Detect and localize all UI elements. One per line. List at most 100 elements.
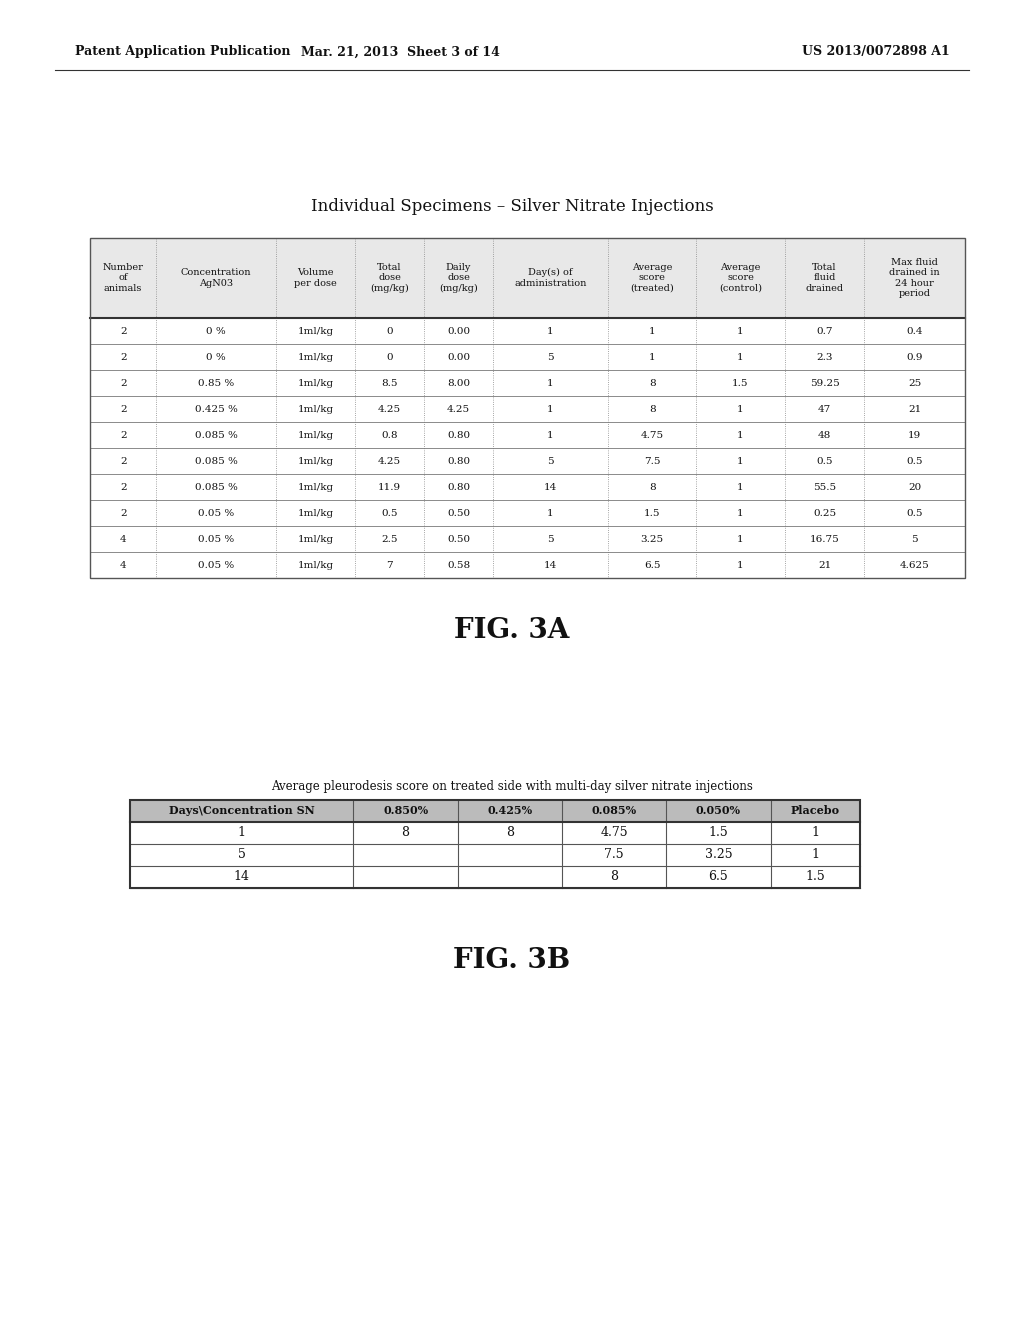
Text: 1ml/kg: 1ml/kg xyxy=(297,457,334,466)
Text: 7.5: 7.5 xyxy=(644,457,660,466)
Text: 8: 8 xyxy=(506,826,514,840)
Text: 1.5: 1.5 xyxy=(732,379,749,388)
Text: 11.9: 11.9 xyxy=(378,483,401,491)
Text: 1ml/kg: 1ml/kg xyxy=(297,326,334,335)
Text: 0.5: 0.5 xyxy=(906,508,923,517)
Text: 1.5: 1.5 xyxy=(709,826,728,840)
Text: 8: 8 xyxy=(610,870,618,883)
Text: 1ml/kg: 1ml/kg xyxy=(297,508,334,517)
Text: Mar. 21, 2013  Sheet 3 of 14: Mar. 21, 2013 Sheet 3 of 14 xyxy=(301,45,500,58)
Text: 0.58: 0.58 xyxy=(447,561,470,569)
Text: US 2013/0072898 A1: US 2013/0072898 A1 xyxy=(802,45,950,58)
Text: 0.7: 0.7 xyxy=(816,326,833,335)
Text: 0.80: 0.80 xyxy=(447,457,470,466)
Text: 8.00: 8.00 xyxy=(447,379,470,388)
Text: 4.25: 4.25 xyxy=(378,457,401,466)
Text: 8.5: 8.5 xyxy=(381,379,398,388)
Text: 4.625: 4.625 xyxy=(900,561,930,569)
Text: 5: 5 xyxy=(547,535,554,544)
Text: 0.25: 0.25 xyxy=(813,508,836,517)
Text: 0.80: 0.80 xyxy=(447,483,470,491)
Text: Concentration
AgN03: Concentration AgN03 xyxy=(180,268,251,288)
Bar xyxy=(90,238,965,578)
Text: 8: 8 xyxy=(649,483,655,491)
Text: 0.425 %: 0.425 % xyxy=(195,404,238,413)
Text: 0.425%: 0.425% xyxy=(487,805,532,817)
Text: 4.25: 4.25 xyxy=(447,404,470,413)
Text: 1: 1 xyxy=(649,352,655,362)
Text: 0.085%: 0.085% xyxy=(592,805,637,817)
Text: 1: 1 xyxy=(811,826,819,840)
Text: 1: 1 xyxy=(737,508,743,517)
Text: 4: 4 xyxy=(120,561,126,569)
Text: 1: 1 xyxy=(547,326,554,335)
Bar xyxy=(90,238,965,318)
Text: 0 %: 0 % xyxy=(206,326,226,335)
Text: 2: 2 xyxy=(120,430,126,440)
Text: 1: 1 xyxy=(547,508,554,517)
Text: 19: 19 xyxy=(908,430,922,440)
Text: 0.9: 0.9 xyxy=(906,352,923,362)
Text: 14: 14 xyxy=(233,870,250,883)
Text: Daily
dose
(mg/kg): Daily dose (mg/kg) xyxy=(439,263,478,293)
Text: Max fluid
drained in
24 hour
period: Max fluid drained in 24 hour period xyxy=(889,257,940,298)
Text: 1.5: 1.5 xyxy=(644,508,660,517)
Text: 1: 1 xyxy=(737,404,743,413)
Text: 7: 7 xyxy=(386,561,393,569)
Text: 0: 0 xyxy=(386,352,393,362)
Text: 2: 2 xyxy=(120,483,126,491)
Text: 16.75: 16.75 xyxy=(810,535,840,544)
Text: 1ml/kg: 1ml/kg xyxy=(297,404,334,413)
Text: 1: 1 xyxy=(737,430,743,440)
Text: 0.8: 0.8 xyxy=(381,430,398,440)
Text: 0.5: 0.5 xyxy=(906,457,923,466)
Text: 0.00: 0.00 xyxy=(447,326,470,335)
Text: 4: 4 xyxy=(120,535,126,544)
Text: 1: 1 xyxy=(737,483,743,491)
Text: 1ml/kg: 1ml/kg xyxy=(297,430,334,440)
Text: 3.25: 3.25 xyxy=(641,535,664,544)
Text: 1: 1 xyxy=(737,561,743,569)
Text: 1: 1 xyxy=(737,352,743,362)
Text: Patent Application Publication: Patent Application Publication xyxy=(75,45,291,58)
Text: 21: 21 xyxy=(908,404,922,413)
Text: 4.75: 4.75 xyxy=(641,430,664,440)
Text: 4.75: 4.75 xyxy=(600,826,628,840)
Text: 2.3: 2.3 xyxy=(816,352,833,362)
Text: 0.085 %: 0.085 % xyxy=(195,430,238,440)
Text: 20: 20 xyxy=(908,483,922,491)
Text: FIG. 3A: FIG. 3A xyxy=(455,616,569,644)
Text: 1: 1 xyxy=(737,326,743,335)
Text: 6.5: 6.5 xyxy=(709,870,728,883)
Text: 1: 1 xyxy=(547,404,554,413)
Text: 8: 8 xyxy=(649,379,655,388)
Text: 7.5: 7.5 xyxy=(604,849,624,862)
Text: 1ml/kg: 1ml/kg xyxy=(297,379,334,388)
Text: Individual Specimens – Silver Nitrate Injections: Individual Specimens – Silver Nitrate In… xyxy=(310,198,714,215)
Text: 1ml/kg: 1ml/kg xyxy=(297,483,334,491)
Text: 0 %: 0 % xyxy=(206,352,226,362)
Text: 55.5: 55.5 xyxy=(813,483,836,491)
Text: 1: 1 xyxy=(811,849,819,862)
Text: 48: 48 xyxy=(818,430,831,440)
Text: 1ml/kg: 1ml/kg xyxy=(297,535,334,544)
Text: 0.05 %: 0.05 % xyxy=(198,508,234,517)
Text: 1: 1 xyxy=(737,457,743,466)
Text: 2: 2 xyxy=(120,508,126,517)
Text: 2: 2 xyxy=(120,379,126,388)
Text: 0.5: 0.5 xyxy=(381,508,398,517)
Text: 0.850%: 0.850% xyxy=(383,805,428,817)
Text: 0.05 %: 0.05 % xyxy=(198,561,234,569)
Text: 0.050%: 0.050% xyxy=(696,805,741,817)
Text: 5: 5 xyxy=(911,535,918,544)
Text: 0.00: 0.00 xyxy=(447,352,470,362)
Text: 8: 8 xyxy=(401,826,410,840)
Text: 1: 1 xyxy=(547,430,554,440)
Text: Day(s) of
administration: Day(s) of administration xyxy=(514,268,587,288)
Text: 1.5: 1.5 xyxy=(806,870,825,883)
Text: 25: 25 xyxy=(908,379,922,388)
Text: 14: 14 xyxy=(544,483,557,491)
Text: 2: 2 xyxy=(120,457,126,466)
Text: 1: 1 xyxy=(547,379,554,388)
Text: Total
fluid
drained: Total fluid drained xyxy=(806,263,844,293)
